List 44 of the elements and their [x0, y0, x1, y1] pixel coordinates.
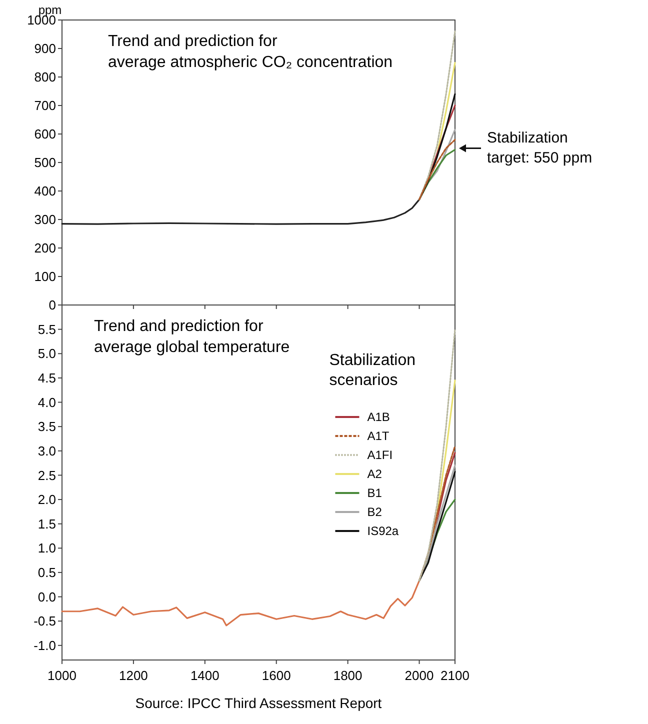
- legend-label: IS92a: [367, 524, 399, 538]
- y-tick-label: 2.0: [38, 492, 56, 508]
- source-note: Source: IPCC Third Assessment Report: [135, 695, 382, 711]
- y-tick-label: 800: [34, 70, 56, 85]
- legend-label: B1: [367, 486, 382, 500]
- y-tick-label: 700: [34, 98, 56, 114]
- y-tick-label: 100: [34, 269, 56, 284]
- y-tick-label: 4.5: [38, 370, 56, 386]
- x-tick-label: 1000: [48, 668, 76, 683]
- y-tick-label: 5.0: [38, 346, 56, 362]
- x-tick-label: 1800: [333, 668, 362, 683]
- y-tick-label: 0.5: [38, 565, 56, 580]
- annotation: Stabilization target: 550 ppm: [487, 129, 592, 166]
- y-tick-label: -1.0: [34, 638, 56, 653]
- y-axis-title: ppm: [38, 3, 62, 17]
- y-tick-label: 3.0: [38, 443, 56, 458]
- y-tick-label: -0.5: [34, 614, 56, 629]
- y-tick-label: 500: [34, 155, 56, 170]
- y-tick-label: 0.0: [38, 589, 56, 604]
- y-tick-label: 1.5: [38, 516, 56, 532]
- legend-label: A2: [367, 467, 382, 482]
- legend-title: Stabilization scenarios: [329, 352, 416, 389]
- y-tick-label: 0: [48, 298, 56, 313]
- x-tick-label: 2000: [404, 668, 434, 683]
- y-tick-label: 400: [34, 184, 56, 199]
- x-tick-label: 1400: [190, 668, 220, 683]
- y-tick-label: 5.5: [38, 322, 56, 337]
- legend-label: B2: [367, 505, 382, 520]
- y-tick-label: 1.0: [38, 540, 56, 556]
- y-tick-label: 3.5: [38, 419, 56, 434]
- y-tick-label: 600: [34, 126, 56, 142]
- x-tick-label: 2100: [440, 668, 470, 683]
- y-tick-label: 900: [34, 41, 56, 56]
- text: Trend and prediction for average atmospheric CO₂ concentration: [108, 33, 393, 71]
- legend-label: A1T: [367, 429, 390, 444]
- y-tick-label: 4.0: [38, 394, 56, 410]
- x-tick-label: 1600: [262, 668, 291, 683]
- y-tick-label: 200: [34, 240, 56, 256]
- y-tick-label: 300: [34, 212, 56, 228]
- legend-label: A1FI: [367, 448, 393, 462]
- y-tick-label: 2.5: [38, 468, 56, 483]
- legend-label: A1B: [367, 410, 390, 424]
- x-tick-label: 1200: [118, 668, 148, 683]
- text: Trend and prediction for average global temperature: [94, 318, 290, 356]
